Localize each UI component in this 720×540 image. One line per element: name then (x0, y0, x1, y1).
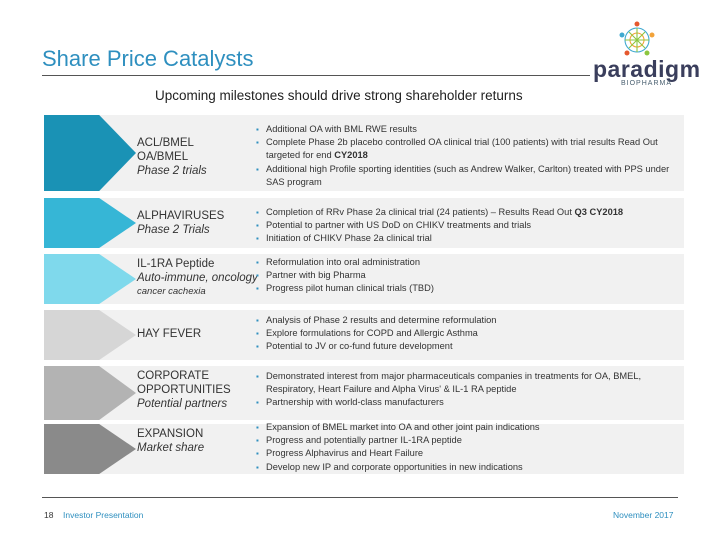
paradigm-logo-icon (619, 21, 655, 56)
row-sublabel: Potential partners (137, 398, 228, 410)
row-sublabel: Market share (137, 442, 205, 454)
milestone-row: CORPORATE OPPORTUNITIES Potential partners… (44, 366, 684, 420)
row-label: EXPANSION Market share (137, 427, 204, 455)
milestone-bullet-list: Demonstrated interest from major pharmac… (256, 370, 686, 410)
milestone-highlight: CY2018 (334, 150, 368, 161)
milestone-row: HAY FEVER Analysis of Phase 2 results and… (44, 310, 684, 360)
row-label: HAY FEVER (137, 327, 201, 341)
row-label: CORPORATE OPPORTUNITIES Potential partners (137, 369, 231, 411)
milestone-bullet: Potential to JV or co-fund future develo… (256, 340, 686, 353)
milestone-bullet: Complete Phase 2b placebo controlled OA … (256, 136, 686, 162)
row-label-line: ACL/BMEL (137, 137, 194, 149)
row-label-line: ALPHAVIRUSES (137, 210, 225, 222)
title-divider (42, 75, 590, 76)
footer-divider (42, 497, 678, 498)
row-label-line: OPPORTUNITIES (137, 384, 231, 396)
row-label: ACL/BMEL OA/BMEL Phase 2 trials (137, 136, 207, 178)
milestone-bullet: Demonstrated interest from major pharmac… (256, 370, 686, 396)
milestone-row: IL-1RA Peptide Auto-immune, oncology cance… (44, 254, 684, 304)
milestone-bullet-list: Analysis of Phase 2 results and determin… (256, 314, 686, 354)
milestone-bullet: Additional OA with BML RWE results (256, 123, 686, 136)
row-label-line: EXPANSION (137, 428, 204, 440)
milestone-highlight: Q3 CY2018 (574, 207, 624, 217)
milestone-bullet: Expansion of BMEL market into OA and oth… (256, 421, 686, 434)
milestone-bullet: Progress Alphavirus and Heart Failure (256, 447, 686, 460)
row-label-line: OA/BMEL (137, 151, 189, 163)
page-title: Share Price Catalysts (42, 46, 254, 71)
milestone-bullet-list: Reformulation into oral administrationPa… (256, 256, 686, 296)
milestone-bullet: Additional high Profile sporting identit… (256, 163, 686, 189)
row-note: cancer cachexia (137, 286, 206, 297)
footer-presentation-label: Investor Presentation (63, 510, 144, 520)
logo-tagline: BIOPHARMA (621, 80, 673, 87)
row-sublabel: Phase 2 Trials (137, 224, 210, 236)
milestone-bullet: Partnership with world-class manufacture… (256, 396, 686, 409)
milestone-bullet-list: Additional OA with BML RWE resultsComple… (256, 123, 686, 189)
row-label-line: CORPORATE (137, 370, 209, 382)
row-sublabel: Auto-immune, oncology (137, 272, 258, 284)
logo-wordmark: paradigm (593, 56, 701, 82)
milestone-bullet: Progress and potentially partner IL-1RA … (256, 434, 686, 447)
page-number: 18 (44, 510, 54, 520)
milestone-row: ACL/BMEL OA/BMEL Phase 2 trials Additional … (44, 115, 684, 191)
milestone-row: EXPANSION Market share Expansion of BMEL m… (44, 421, 686, 474)
milestone-bullet: Completion of RRv Phase 2a clinical tria… (256, 206, 686, 219)
milestone-bullet: Progress pilot human clinical trials (TB… (256, 282, 686, 295)
page-subtitle: Upcoming milestones should drive strong … (155, 88, 523, 103)
row-label-line: IL-1RA Peptide (137, 258, 215, 270)
milestone-bullet: Potential to partner with US DoD on CHIK… (256, 219, 686, 232)
milestone-bullet: Partner with big Pharma (256, 269, 686, 282)
milestone-bullet-list: Completion of RRv Phase 2a clinical tria… (256, 206, 686, 246)
row-label: ALPHAVIRUSES Phase 2 Trials (137, 209, 224, 237)
milestone-bullet: Analysis of Phase 2 results and determin… (256, 314, 686, 327)
footer-date: November 2017 (613, 510, 674, 520)
milestone-row: ALPHAVIRUSES Phase 2 Trials Completion of … (44, 198, 684, 248)
row-sublabel: Phase 2 trials (137, 165, 207, 177)
row-label-line: HAY FEVER (137, 328, 202, 340)
milestone-bullet-list: Expansion of BMEL market into OA and oth… (256, 421, 686, 474)
milestone-bullet: Develop new IP and corporate opportuniti… (256, 461, 686, 474)
milestone-bullet: Explore formulations for COPD and Allerg… (256, 327, 686, 340)
row-label: IL-1RA Peptide Auto-immune, oncology cance… (137, 257, 258, 299)
milestone-bullet: Initiation of CHIKV Phase 2a clinical tr… (256, 232, 686, 245)
milestone-bullet: Reformulation into oral administration (256, 256, 686, 269)
